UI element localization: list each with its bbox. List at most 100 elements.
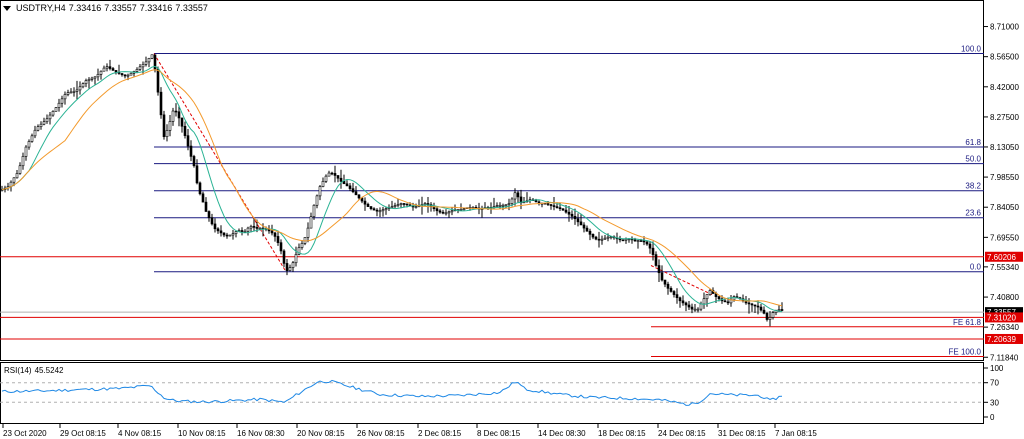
candle-body xyxy=(333,173,337,176)
candle-body xyxy=(135,69,139,72)
candle-body xyxy=(69,91,73,94)
candle-body xyxy=(234,231,238,234)
price-tick-label: 8.56500 xyxy=(990,53,1019,62)
candle-body xyxy=(579,221,583,226)
candle-body xyxy=(390,206,394,208)
candle-body xyxy=(108,66,112,69)
candle-body xyxy=(600,238,604,241)
candle-body xyxy=(210,217,214,225)
high-price: 7.33557 xyxy=(104,3,137,13)
candle-body xyxy=(459,209,463,211)
candle-body xyxy=(765,312,769,320)
candle-body xyxy=(462,208,466,211)
candle-body xyxy=(762,309,766,314)
candle-body xyxy=(645,241,649,245)
candle-body xyxy=(243,230,247,233)
candle-body xyxy=(192,156,196,167)
candle-body xyxy=(588,230,592,235)
price-tick-label: 8.13050 xyxy=(990,143,1019,152)
low-price: 7.33416 xyxy=(139,3,173,13)
candle-body xyxy=(639,240,643,242)
price-tick-label: 8.71000 xyxy=(990,23,1019,32)
candle-body xyxy=(27,141,31,148)
price-box-label: 7.31020 xyxy=(987,313,1016,322)
candle-body xyxy=(624,238,628,241)
candle-body xyxy=(72,91,76,93)
candle-body xyxy=(546,203,550,205)
candle-body xyxy=(750,303,754,306)
candle-body xyxy=(576,218,580,223)
price-tick-label: 7.11840 xyxy=(990,353,1019,362)
candle-body xyxy=(96,74,100,78)
chart-header: USDTRY,H4 7.33416 7.33557 7.33416 7.3355… xyxy=(3,3,208,13)
candle-body xyxy=(297,247,301,255)
candle-body xyxy=(174,110,178,113)
candle-body xyxy=(405,203,409,206)
candle-body xyxy=(84,80,88,84)
candle-body xyxy=(444,212,448,215)
candle-body xyxy=(270,230,274,234)
candle-body xyxy=(378,210,382,213)
candle-body xyxy=(141,64,145,68)
candle-body xyxy=(66,92,70,95)
candle-body xyxy=(717,296,721,300)
candle-body xyxy=(147,58,151,63)
candle-body xyxy=(708,290,712,295)
candle-body xyxy=(726,301,730,304)
candle-body xyxy=(309,216,313,229)
dropdown-triangle-icon[interactable] xyxy=(3,5,11,11)
candle-body xyxy=(345,183,349,187)
candle-body xyxy=(99,70,103,75)
candle-body xyxy=(30,135,34,142)
candle-body xyxy=(324,175,328,182)
rsi-pane-frame xyxy=(0,362,984,424)
candle-body xyxy=(240,230,244,232)
candle-body xyxy=(402,203,406,205)
open-price: 7.33416 xyxy=(68,3,102,13)
fib-extension-label: FE 61.8 xyxy=(953,318,982,327)
price-tick-label: 7.69550 xyxy=(990,233,1019,242)
candle-body xyxy=(393,205,397,207)
candle-body xyxy=(222,232,226,236)
candle-body xyxy=(189,145,193,157)
candle-body xyxy=(255,227,259,229)
candle-body xyxy=(687,304,691,308)
time-tick-label: 2 Dec 08:15 xyxy=(418,429,462,438)
candle-body xyxy=(510,198,514,204)
candle-body xyxy=(294,254,298,264)
candle-body xyxy=(438,210,442,213)
candle-body xyxy=(381,209,385,212)
candle-body xyxy=(138,66,142,70)
candle-body xyxy=(684,302,688,306)
candle-body xyxy=(561,208,565,211)
price-tick-label: 7.26340 xyxy=(990,323,1019,332)
time-tick-label: 8 Dec 08:15 xyxy=(477,429,521,438)
candle-body xyxy=(690,306,694,310)
candle-body xyxy=(597,238,601,241)
candle-body xyxy=(204,201,208,212)
candle-body xyxy=(318,186,322,197)
candle-body xyxy=(366,203,370,207)
candle-body xyxy=(54,107,58,112)
candle-body xyxy=(18,165,22,174)
candle-body xyxy=(282,250,286,264)
candle-body xyxy=(228,234,232,237)
candle-body xyxy=(300,243,304,248)
candle-body xyxy=(180,117,184,127)
candle-body xyxy=(291,262,295,268)
candle-body xyxy=(618,238,622,241)
candle-body xyxy=(657,265,661,274)
time-tick-label: 7 Jan 08:15 xyxy=(775,429,817,438)
fib-level-label: 100.0 xyxy=(961,45,982,54)
candle-body xyxy=(426,203,430,205)
price-box-label: 7.20639 xyxy=(987,335,1016,344)
candle-body xyxy=(201,193,205,203)
candle-body xyxy=(126,74,130,77)
candle-body xyxy=(654,254,658,266)
time-tick-label: 31 Dec 08:15 xyxy=(718,429,766,438)
time-tick-label: 29 Oct 08:15 xyxy=(60,429,106,438)
candle-body xyxy=(48,114,52,120)
candle-body xyxy=(165,130,169,137)
price-box xyxy=(985,312,1023,323)
